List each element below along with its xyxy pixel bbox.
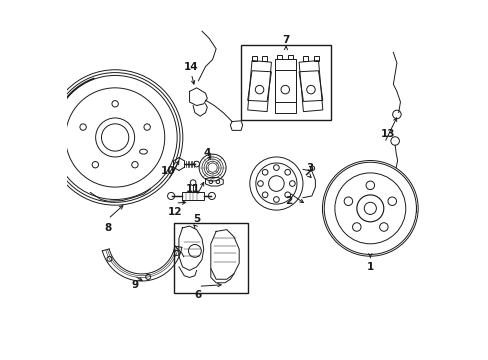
Text: 3: 3: [306, 163, 313, 172]
Text: 8: 8: [104, 223, 111, 233]
Text: 12: 12: [168, 207, 182, 217]
Text: 14: 14: [183, 62, 198, 72]
Text: 9: 9: [131, 280, 138, 289]
Bar: [173, 222, 247, 293]
Text: 4: 4: [203, 148, 210, 158]
Bar: [262, 56, 267, 60]
Bar: [182, 192, 203, 201]
Text: 13: 13: [380, 129, 394, 139]
Text: 5: 5: [193, 214, 200, 224]
Bar: [277, 54, 282, 59]
Text: 1: 1: [366, 262, 373, 272]
Text: 6: 6: [194, 290, 202, 300]
Text: 2: 2: [285, 196, 292, 206]
Bar: [251, 56, 256, 60]
Text: 10: 10: [161, 166, 175, 176]
Bar: [303, 56, 307, 60]
Bar: [287, 54, 292, 59]
Text: 11: 11: [185, 184, 200, 194]
Bar: [241, 45, 331, 120]
Text: 7: 7: [282, 35, 289, 45]
Bar: [313, 56, 318, 60]
